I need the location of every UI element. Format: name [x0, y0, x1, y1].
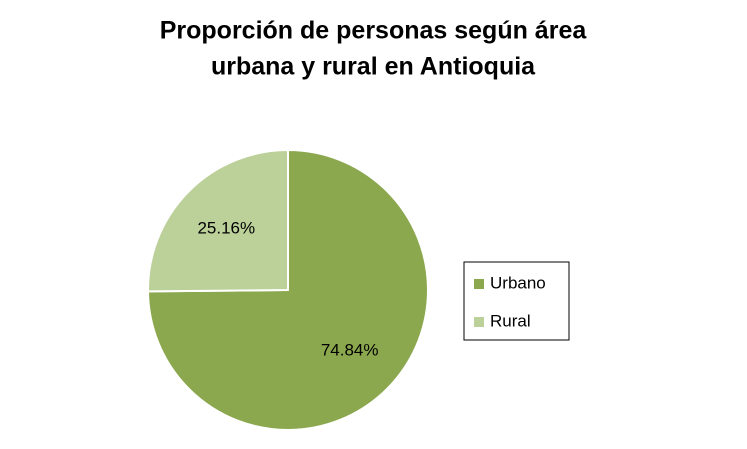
chart-title: urbana y rural en Antioquia	[211, 53, 536, 81]
legend-label: Urbano	[490, 273, 546, 292]
pie: 74.84% 25.16%	[146, 148, 429, 431]
pie-slice	[146, 148, 429, 431]
legend-swatch	[474, 279, 484, 289]
legend-label: Rural	[490, 311, 531, 330]
data-label: 74.84%	[321, 341, 379, 360]
data-label: 25.16%	[197, 218, 255, 237]
pie-slice	[147, 148, 289, 293]
legend: Urbano Rural	[463, 261, 570, 341]
chart-title: Proporción de personas según área	[160, 17, 588, 45]
legend-swatch	[474, 317, 484, 327]
